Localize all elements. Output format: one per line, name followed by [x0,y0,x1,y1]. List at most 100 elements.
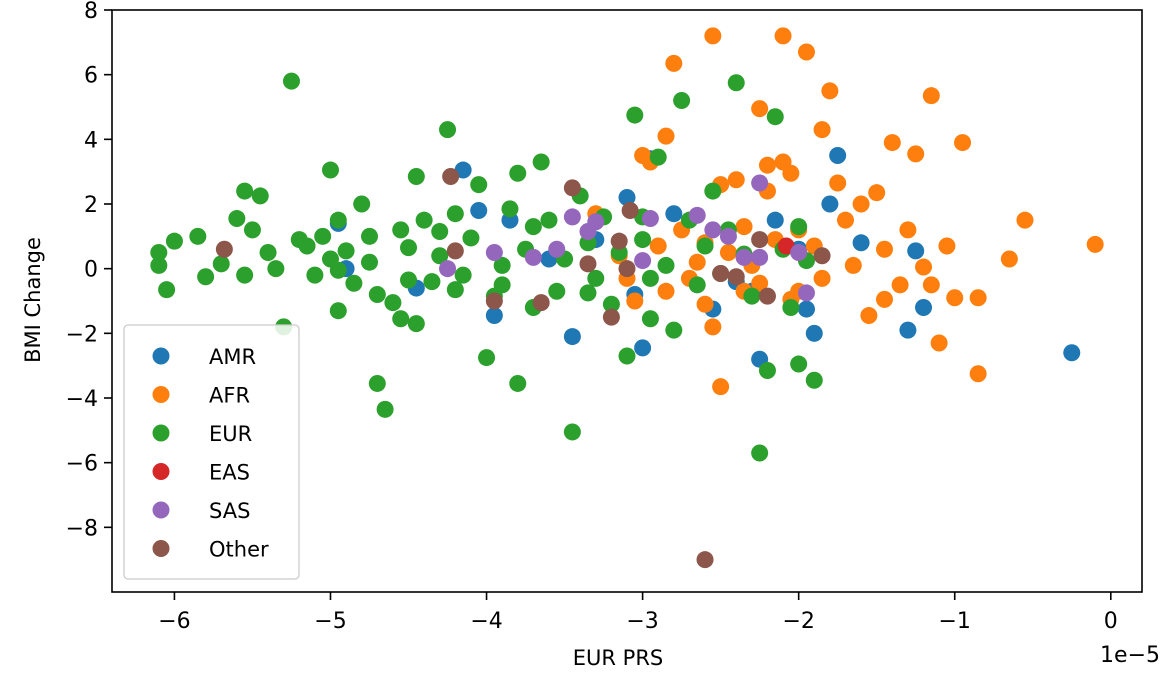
point-afr [1086,235,1104,253]
y-tick-label: −2 [66,322,98,347]
point-eur [150,256,168,274]
point-sas [563,208,581,226]
point-amr [852,234,870,252]
point-afr [774,27,792,45]
point-sas [719,227,737,245]
point-amr [618,189,636,207]
point-eur [228,210,246,228]
point-amr [899,321,917,339]
point-eur [368,374,386,392]
point-eur [657,256,675,274]
point-eur [439,121,457,139]
point-other [751,231,769,249]
point-afr [813,121,831,139]
point-eur [400,239,418,257]
point-eur [392,221,410,239]
point-eur [634,231,652,249]
point-eur [361,253,378,271]
point-eur [431,222,449,240]
point-eas [777,237,795,255]
legend-marker-eas [152,463,170,480]
point-afr [813,269,831,287]
point-afr [969,289,987,307]
point-eur [243,221,261,239]
legend-marker-sas [152,501,170,519]
point-other [610,232,628,250]
legend-label-afr: AFR [209,384,250,408]
point-amr [766,211,784,229]
point-eur [509,164,527,182]
legend-label-amr: AMR [209,345,256,369]
point-sas [439,260,457,278]
point-afr [946,289,964,307]
point-eur [532,153,550,171]
point-eur [509,374,527,392]
point-afr [704,318,722,336]
point-other [621,201,639,219]
point-eur [579,284,597,302]
point-amr [665,205,683,223]
point-eur [673,92,691,110]
point-afr [860,307,878,325]
point-eur [454,266,472,284]
point-afr [657,282,675,300]
point-afr [883,134,901,152]
point-amr [829,147,847,164]
point-amr [563,328,581,346]
point-sas [641,210,659,228]
y-tick-label: 0 [84,258,98,283]
point-eur [493,276,511,294]
point-amr [907,242,925,260]
point-eur [423,273,441,291]
points-layer [150,27,1104,569]
point-afr [844,256,862,274]
point-eur [329,211,347,229]
point-eur [618,347,636,365]
point-sas [790,244,808,261]
point-other [727,268,745,286]
point-afr [938,237,956,255]
point-eur [306,266,324,284]
point-eur [321,161,339,179]
point-eur [337,242,355,260]
point-eur [641,310,659,328]
point-other [813,247,831,265]
point-eur [314,227,332,245]
point-amr [454,161,472,179]
point-afr [954,134,972,152]
legend-marker-eur [152,424,170,442]
point-afr [657,127,675,145]
point-eur [329,302,347,320]
point-amr [821,195,839,213]
point-afr [907,145,925,163]
point-eur [361,227,378,245]
point-eur [400,271,418,289]
point-afr [797,43,815,61]
legend-marker-other [152,540,170,557]
point-other [602,308,620,326]
point-afr [649,237,667,255]
legend: AMR AFR EUR EAS SAS Other [123,324,300,580]
y-tick-label: 4 [84,128,98,153]
point-eur [766,108,784,126]
point-eur [743,287,761,305]
legend-marker-afr [152,386,170,403]
point-afr [868,184,886,202]
point-eur [165,232,183,250]
point-afr [704,27,722,45]
point-sas [524,248,542,266]
point-afr [891,276,909,294]
point-eur [493,256,511,274]
point-eur [462,229,480,247]
point-afr [829,174,847,192]
y-tick-label: 6 [84,64,98,89]
point-eur [790,218,808,236]
x-tick-label: −1 [939,609,971,634]
point-eur [540,211,558,229]
point-eur [626,106,644,124]
point-other [712,265,730,283]
point-amr [1063,344,1081,362]
y-axis: −8 −6 −4 −2 0 2 4 6 8 [66,0,112,541]
plot-frame [111,9,1143,593]
point-eur [790,355,808,373]
